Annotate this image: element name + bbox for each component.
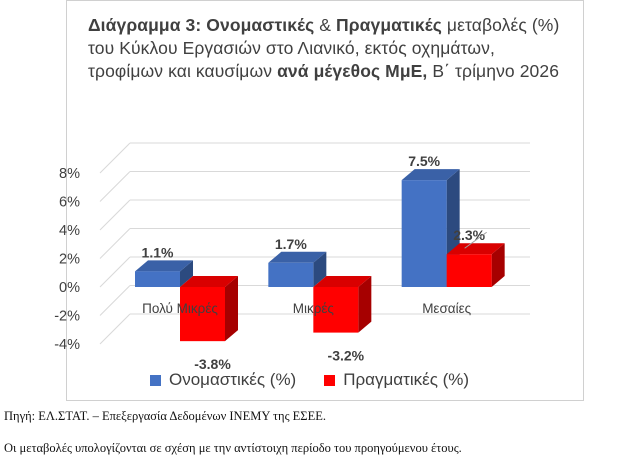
- bar-top: [268, 251, 327, 263]
- title-part-nominal: Διάγραμμα 3: Ονομαστικές: [88, 15, 315, 35]
- y-tick-label: 2%: [59, 252, 80, 268]
- data-label: 1.7%: [275, 236, 307, 252]
- bar-top: [180, 276, 238, 287]
- data-label: 7.5%: [408, 153, 440, 169]
- title-part-real: Πραγματικές: [335, 15, 442, 35]
- footnote: Οι μεταβολές υπολογίζονται σε σχέση με τ…: [4, 441, 462, 455]
- y-tick-label: 6%: [59, 195, 80, 211]
- category-label: Μεσαίες: [422, 301, 471, 316]
- data-label: -3.8%: [194, 356, 231, 372]
- gridline-depth: [99, 171, 131, 202]
- bar-side: [313, 251, 327, 287]
- gridline-depth: [99, 256, 131, 288]
- bar-real-0: [180, 287, 225, 342]
- title-part-desc: μεταβολές (%) του Κύκλου Εργασιών στο Λι…: [88, 15, 560, 81]
- legend: Ονομαστικές (%) Πραγματικές (%): [150, 370, 497, 390]
- title-part-size: ανά μέγεθος ΜμΕ,: [277, 61, 428, 81]
- bar-top: [401, 169, 460, 181]
- bar-top: [135, 260, 193, 272]
- y-tick-label: 0%: [59, 280, 80, 296]
- y-tick-label: 8%: [59, 166, 80, 182]
- y-tick-label: -4%: [54, 337, 80, 353]
- bar-real-1: [313, 287, 359, 333]
- legend-item-real: Πραγματικές (%): [324, 370, 469, 390]
- bar-side: [491, 243, 505, 287]
- legend-label-nominal: Ονομαστικές (%): [169, 370, 297, 389]
- gridline-depth: [99, 285, 131, 316]
- chart-title: Διάγραμμα 3: Ονομαστικές & Πραγματικές μ…: [88, 14, 572, 83]
- data-label: -3.2%: [328, 348, 365, 364]
- bar-side: [358, 276, 372, 333]
- title-part-period: Β΄ τρίμηνο 2026: [427, 61, 560, 81]
- bar-side: [225, 276, 238, 342]
- category-label: Πολύ Μικρές: [142, 301, 218, 316]
- bar-nominal-1: [268, 262, 314, 287]
- title-part-amp: &: [314, 15, 336, 35]
- bar-top: [446, 243, 505, 255]
- gridline-depth: [99, 142, 131, 174]
- bar-nominal-0: [135, 271, 180, 287]
- data-label: 2.3%: [453, 227, 485, 243]
- legend-swatch-real: [324, 374, 336, 386]
- legend-item-nominal: Ονομαστικές (%): [150, 370, 296, 390]
- label-leader: [464, 231, 487, 249]
- legend-label-real: Πραγματικές (%): [343, 370, 470, 389]
- gridline-depth: [99, 313, 131, 345]
- bar-side: [180, 260, 193, 287]
- y-tick-label: -2%: [54, 309, 80, 325]
- legend-swatch-nominal: [150, 374, 161, 386]
- gridline-depth: [99, 228, 131, 259]
- bar-top: [313, 276, 372, 287]
- bar-real-2: [446, 254, 492, 287]
- gridline-depth: [99, 199, 131, 231]
- source-note: Πηγή: ΕΛ.ΣΤΑΤ. – Επεξεργασία Δεδομένων Ι…: [4, 409, 326, 423]
- category-label: Μικρές: [293, 301, 335, 316]
- y-tick-label: 4%: [59, 223, 80, 239]
- bar-nominal-2: [401, 180, 447, 287]
- data-label: 1.1%: [142, 244, 174, 260]
